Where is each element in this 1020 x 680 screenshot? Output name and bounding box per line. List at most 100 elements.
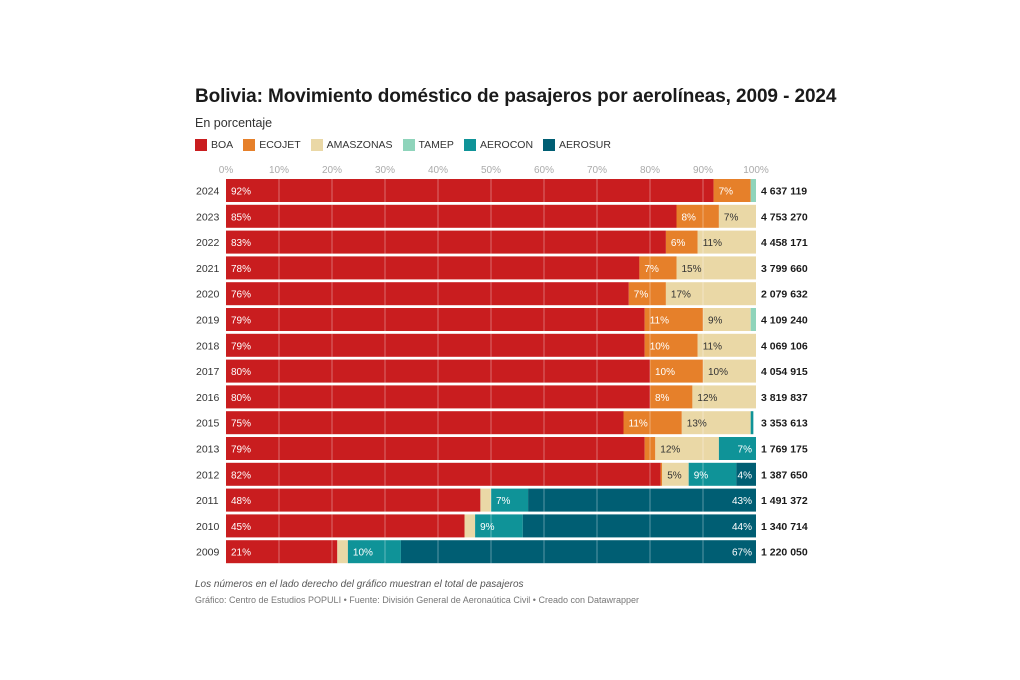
total-passengers-label: 4 054 915 bbox=[761, 366, 808, 378]
legend-item-boa: BOA bbox=[195, 139, 233, 151]
legend-label: AEROCON bbox=[479, 139, 534, 151]
bar-segment-amaszonas bbox=[480, 488, 491, 512]
bar-segment-boa bbox=[226, 230, 666, 254]
bar-value-label: 7% bbox=[719, 187, 734, 198]
bar-value-label: 8% bbox=[655, 393, 670, 404]
bar-segment-boa bbox=[226, 359, 650, 383]
chart-subtitle: En porcentaje bbox=[195, 116, 273, 130]
bar-segment-aerocon bbox=[347, 540, 401, 564]
bar-segment-aerocon bbox=[750, 411, 754, 435]
bar-value-label: 9% bbox=[708, 316, 723, 327]
bar-row-2013: 2013 79% 12% 7% 1 769 175 bbox=[196, 437, 808, 460]
y-category-label: 2011 bbox=[196, 495, 219, 507]
bar-row-2012: 2012 82% 5% 9% 4% 1 387 650 bbox=[196, 462, 808, 486]
bar-row-2016: 2016 80% 8% 12% 3 819 837 bbox=[196, 385, 808, 409]
bar-segment-amaszonas bbox=[337, 540, 348, 564]
bar-segment-amaszonas bbox=[703, 308, 751, 331]
bar-segment-ecojet bbox=[713, 179, 751, 202]
bar-segment-tamep bbox=[750, 179, 756, 202]
bar-segment-amaszonas bbox=[697, 230, 756, 254]
y-category-label: 2024 bbox=[196, 186, 220, 198]
chart-title: Bolivia: Movimiento doméstico de pasajer… bbox=[195, 86, 837, 107]
bar-segment-boa bbox=[226, 179, 714, 202]
legend-swatch bbox=[243, 139, 256, 151]
y-category-label: 2015 bbox=[196, 418, 220, 430]
bar-segment-ecojet bbox=[644, 333, 698, 357]
bar-segment-boa bbox=[226, 488, 481, 512]
bar-segment-ecojet bbox=[623, 411, 682, 435]
bar-segment-boa bbox=[226, 308, 645, 331]
total-passengers-label: 1 220 050 bbox=[761, 547, 808, 559]
x-tick-label: 20% bbox=[322, 165, 342, 176]
bar-row-2024: 2024 92% 7% 4 637 119 bbox=[196, 179, 807, 202]
bar-row-2023: 2023 85% 8% 7% 4 753 270 bbox=[196, 204, 808, 228]
total-passengers-label: 4 637 119 bbox=[761, 186, 807, 198]
bar-segment-amaszonas bbox=[662, 462, 689, 486]
bar-value-label: 4% bbox=[738, 470, 753, 481]
total-passengers-label: 4 458 171 bbox=[761, 237, 808, 249]
bar-segment-aerocon bbox=[718, 437, 756, 460]
y-category-label: 2009 bbox=[196, 547, 220, 559]
bar-value-label: 80% bbox=[231, 367, 251, 378]
bar-segment-boa bbox=[226, 256, 640, 280]
total-passengers-label: 1 340 714 bbox=[761, 521, 808, 533]
legend-item-aerosur: AEROSUR bbox=[543, 139, 611, 151]
bar-segment-boa bbox=[226, 333, 645, 357]
bar-value-label: 13% bbox=[687, 419, 707, 430]
bar-segment-boa bbox=[226, 385, 650, 409]
legend-label: TAMEP bbox=[418, 139, 454, 151]
bar-value-label: 80% bbox=[231, 393, 251, 404]
bar-value-label: 5% bbox=[667, 470, 682, 481]
bar-segment-amaszonas bbox=[703, 359, 756, 383]
bar-row-2022: 2022 83% 6% 11% 4 458 171 bbox=[196, 230, 808, 254]
bar-row-2020: 2020 76% 7% 17% 2 079 632 bbox=[196, 282, 808, 306]
bar-value-label: 9% bbox=[480, 522, 495, 533]
bar-segment-amaszonas bbox=[692, 385, 756, 409]
bar-value-label: 12% bbox=[660, 445, 680, 456]
legend-item-ecojet: ECOJET bbox=[243, 139, 301, 151]
bar-row-2011: 2011 48% 7% 43% 1 491 372 bbox=[196, 488, 808, 512]
y-category-label: 2023 bbox=[196, 211, 220, 223]
legend-item-aerocon: AEROCON bbox=[463, 139, 534, 151]
total-passengers-label: 4 069 106 bbox=[761, 340, 808, 352]
x-tick-label: 10% bbox=[269, 165, 289, 176]
bar-segment-ecojet bbox=[665, 230, 698, 254]
bar-segment-aerocon bbox=[475, 514, 523, 538]
y-category-label: 2017 bbox=[196, 366, 220, 378]
bar-value-label: 10% bbox=[650, 341, 670, 352]
x-tick-label: 60% bbox=[534, 165, 554, 176]
bar-segment-boa bbox=[226, 462, 661, 486]
bar-value-label: 43% bbox=[732, 496, 752, 507]
bar-value-label: 79% bbox=[231, 445, 251, 456]
bar-segment-ecojet bbox=[650, 359, 703, 383]
bar-segment-ecojet bbox=[676, 204, 719, 228]
bar-value-label: 11% bbox=[650, 316, 669, 327]
y-category-label: 2021 bbox=[196, 263, 220, 275]
total-passengers-label: 1 491 372 bbox=[761, 495, 808, 507]
total-passengers-label: 1 769 175 bbox=[761, 444, 808, 456]
total-passengers-label: 4 753 270 bbox=[761, 211, 808, 223]
bar-value-label: 92% bbox=[231, 187, 251, 198]
bar-segment-ecojet bbox=[639, 256, 677, 280]
bar-value-label: 7% bbox=[644, 264, 659, 275]
y-category-label: 2022 bbox=[196, 237, 220, 249]
legend-label: AEROSUR bbox=[559, 139, 611, 151]
bar-value-label: 10% bbox=[708, 367, 728, 378]
x-tick-label: 30% bbox=[375, 165, 395, 176]
bar-value-label: 75% bbox=[231, 419, 251, 430]
bar-segment-amaszonas bbox=[655, 437, 719, 460]
legend-item-amaszonas: AMASZONAS bbox=[310, 139, 393, 151]
bar-segment-amaszonas bbox=[676, 256, 756, 280]
x-tick-label: 100% bbox=[743, 165, 769, 176]
bar-row-2010: 2010 45% 9% 44% 1 340 714 bbox=[196, 514, 808, 538]
x-tick-label: 70% bbox=[587, 165, 607, 176]
footnote: Los números en el lado derecho del gráfi… bbox=[195, 579, 524, 590]
x-tick-label: 90% bbox=[693, 165, 713, 176]
total-passengers-label: 2 079 632 bbox=[761, 289, 808, 301]
bar-row-2021: 2021 78% 7% 15% 3 799 660 bbox=[196, 256, 808, 280]
total-passengers-label: 4 109 240 bbox=[761, 315, 808, 327]
bar-value-label: 12% bbox=[697, 393, 717, 404]
bar-segment-tamep bbox=[750, 308, 756, 331]
bar-value-label: 10% bbox=[353, 548, 373, 559]
